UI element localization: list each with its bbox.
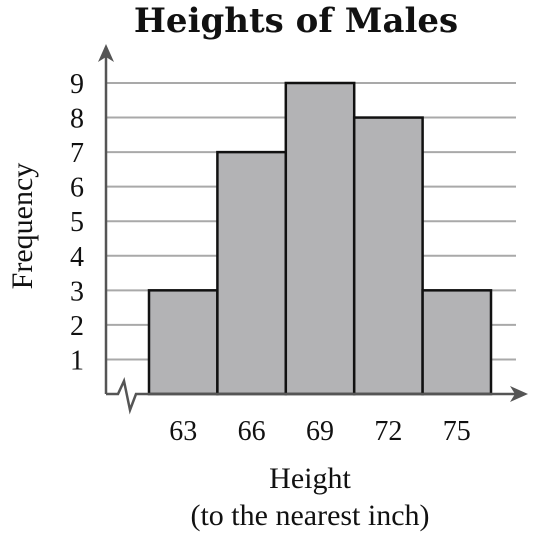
y-tick-label: 6 — [70, 173, 84, 204]
y-tick-label: 8 — [70, 104, 84, 135]
y-tick-label: 4 — [70, 242, 84, 273]
bar-63 — [147, 289, 219, 396]
y-tick-labels: 12 34 56 78 9 — [70, 69, 84, 376]
x-tick-label: 72 — [374, 416, 402, 447]
bars — [147, 81, 493, 396]
y-tick-label: 3 — [70, 276, 84, 307]
x-axis-arrow — [510, 386, 528, 402]
x-tick-label: 63 — [169, 416, 197, 447]
y-tick-label: 9 — [70, 69, 84, 100]
y-tick-label: 7 — [70, 138, 84, 169]
y-axis-label: Frequency — [6, 163, 39, 290]
chart-title: Heights of Males — [134, 1, 458, 41]
bar-75 — [421, 289, 493, 396]
bar-69 — [284, 81, 356, 396]
x-tick-label: 69 — [306, 416, 334, 447]
bar-72 — [352, 116, 424, 396]
x-axis-label: Height — [269, 462, 351, 495]
y-tick-label: 5 — [70, 207, 84, 238]
x-tick-label: 66 — [238, 416, 266, 447]
x-axis — [106, 377, 516, 415]
y-tick-label: 1 — [70, 345, 84, 376]
y-tick-label: 2 — [70, 311, 84, 342]
y-axis-arrow — [98, 44, 114, 62]
x-tick-labels: 63 66 69 72 75 — [169, 416, 471, 447]
bar-66 — [216, 150, 288, 396]
x-axis-sublabel: (to the nearest inch) — [190, 499, 429, 532]
x-tick-label: 75 — [443, 416, 471, 447]
